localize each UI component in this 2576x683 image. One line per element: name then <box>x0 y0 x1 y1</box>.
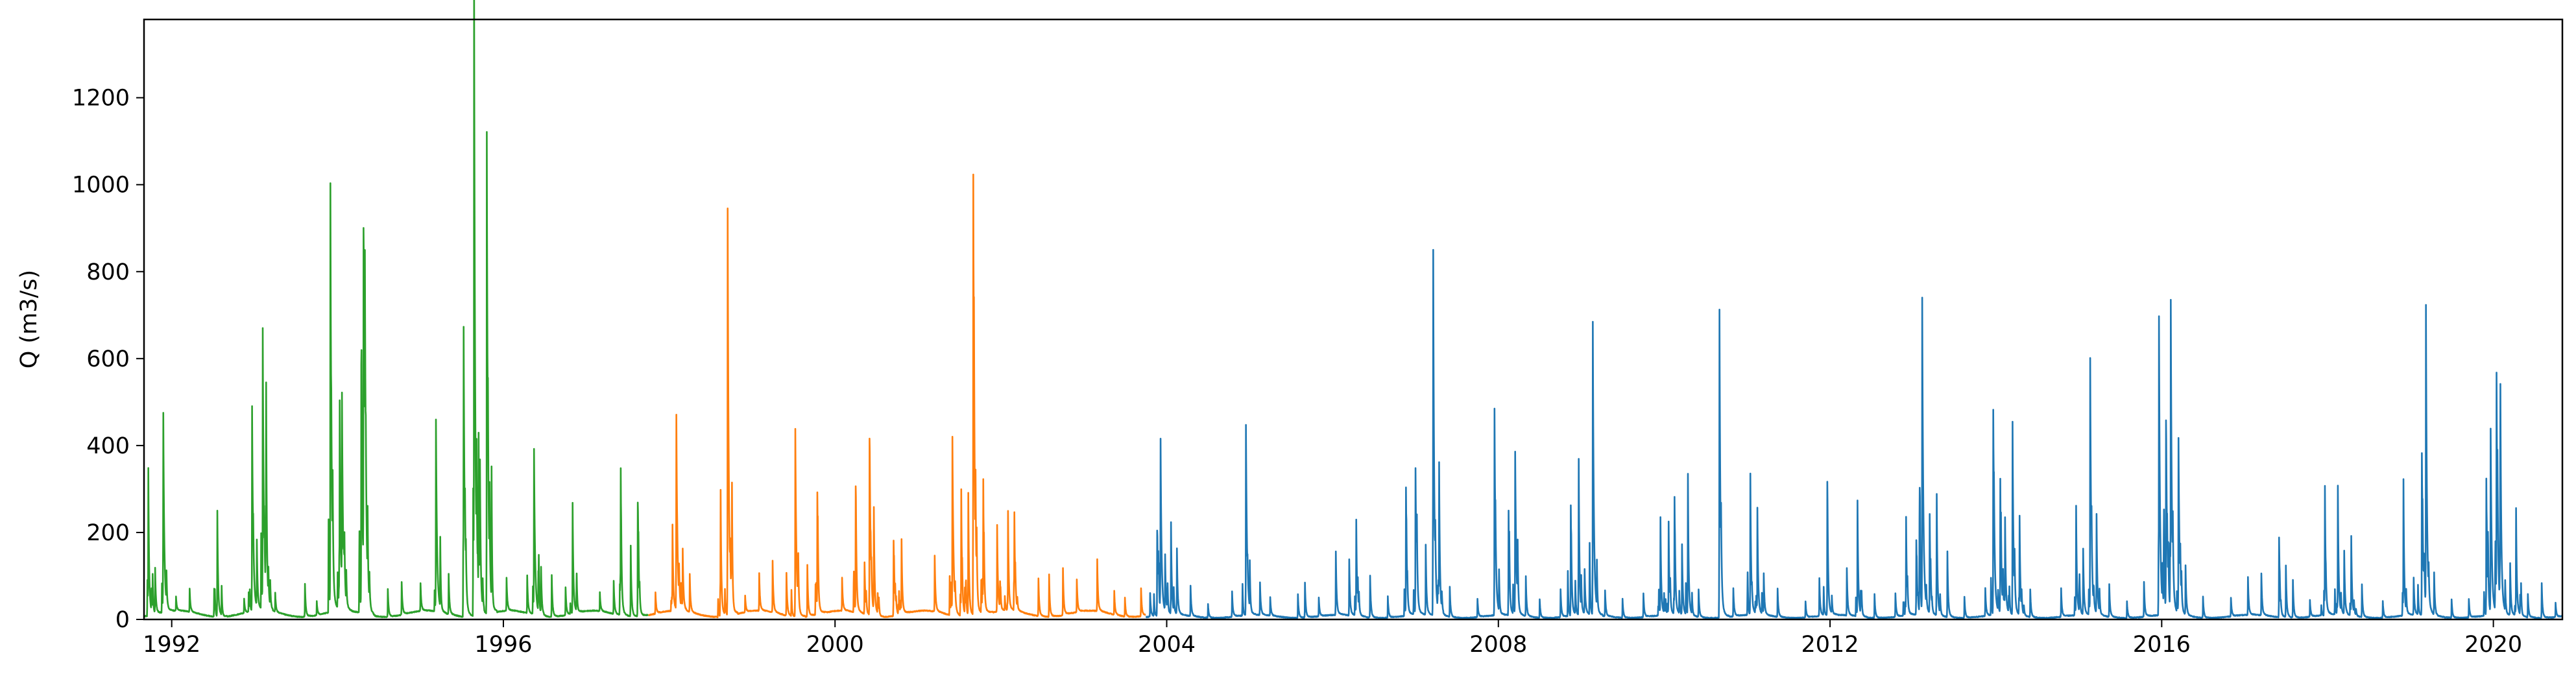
x-tick-label: 2016 <box>2133 632 2191 658</box>
y-tick-label: 600 <box>86 346 130 372</box>
y-tick-label: 800 <box>86 259 130 285</box>
x-tick-label: 1996 <box>474 632 532 658</box>
series-line-2 <box>1145 248 2563 619</box>
y-tick-label: 400 <box>86 433 130 459</box>
y-axis-label: Q (m3/s) <box>16 270 42 368</box>
x-tick-label: 2012 <box>1801 632 1859 658</box>
plot-frame <box>143 18 2564 621</box>
x-tick-label: 2000 <box>806 632 864 658</box>
y-tick-label: 0 <box>115 607 130 633</box>
y-tick-label: 1000 <box>72 173 130 198</box>
x-axis-ticks: 1992 1996 2000 2004 2008 2012 2016 2020 <box>143 619 2522 658</box>
plot-background <box>144 19 2562 619</box>
y-axis-ticks: 0 200 400 600 800 1000 1200 <box>72 86 144 633</box>
x-tick-label: 1992 <box>143 632 200 658</box>
y-tick-label: 200 <box>86 520 130 546</box>
x-tick-label: 2020 <box>2464 632 2522 658</box>
series-line-0 <box>143 0 649 619</box>
series-line-1 <box>647 173 1146 619</box>
x-tick-label: 2008 <box>1469 632 1527 658</box>
series-layer <box>143 0 2563 619</box>
y-tick-label: 1200 <box>72 86 130 112</box>
x-tick-label: 2004 <box>1138 632 1196 658</box>
